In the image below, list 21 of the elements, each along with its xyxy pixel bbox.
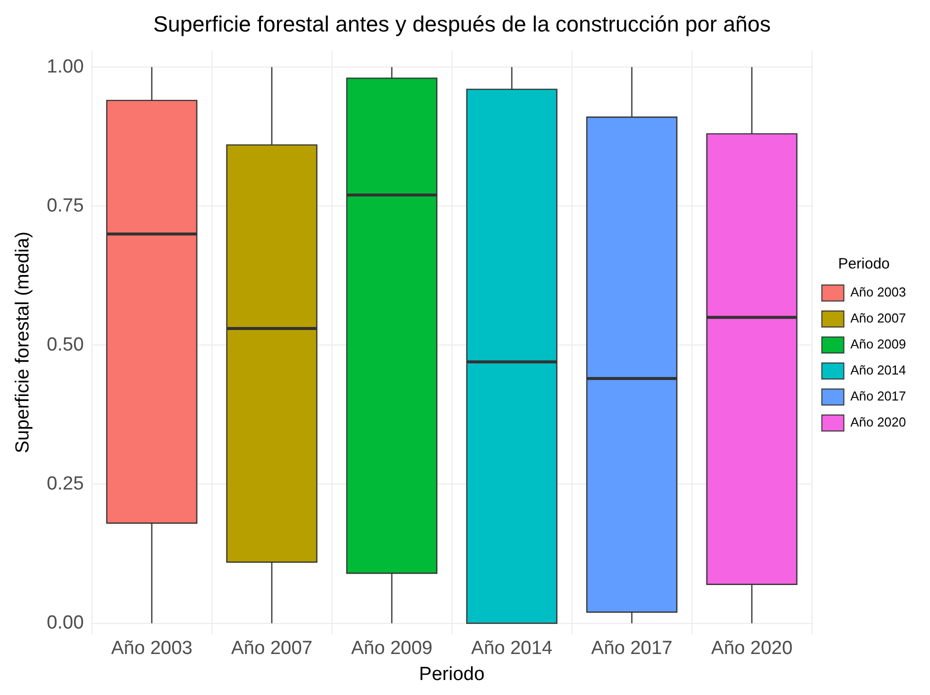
x-tick-label: Año 2007 (231, 638, 312, 660)
x-tick-label: Año 2003 (111, 638, 192, 660)
y-tick-label: 0.50 (46, 334, 84, 356)
x-tick-label: Año 2017 (591, 638, 673, 660)
x-tick-label: Año 2014 (471, 638, 553, 660)
chart-title: Superficie forestal antes y después de la construcción por años (153, 11, 771, 36)
legend-label: Año 2020 (850, 414, 906, 430)
y-tick-label: 0.00 (46, 612, 84, 634)
legend-label: Año 2017 (850, 388, 906, 404)
x-tick-label: Año 2009 (351, 638, 432, 660)
legend-label: Año 2003 (850, 284, 906, 300)
legend-label: Año 2009 (850, 336, 906, 352)
y-tick-label: 1.00 (46, 56, 84, 78)
legend-label: Año 2007 (850, 310, 906, 326)
y-tick-label: 0.25 (46, 473, 84, 494)
legend-label: Año 2014 (850, 362, 906, 378)
x-tick-label: Año 2020 (711, 638, 793, 660)
y-axis-title: Superficie forestal (media) (12, 232, 34, 454)
x-axis-title: Periodo (419, 664, 485, 685)
legend-title: Periodo (838, 256, 890, 273)
y-tick-label: 0.75 (46, 195, 84, 216)
